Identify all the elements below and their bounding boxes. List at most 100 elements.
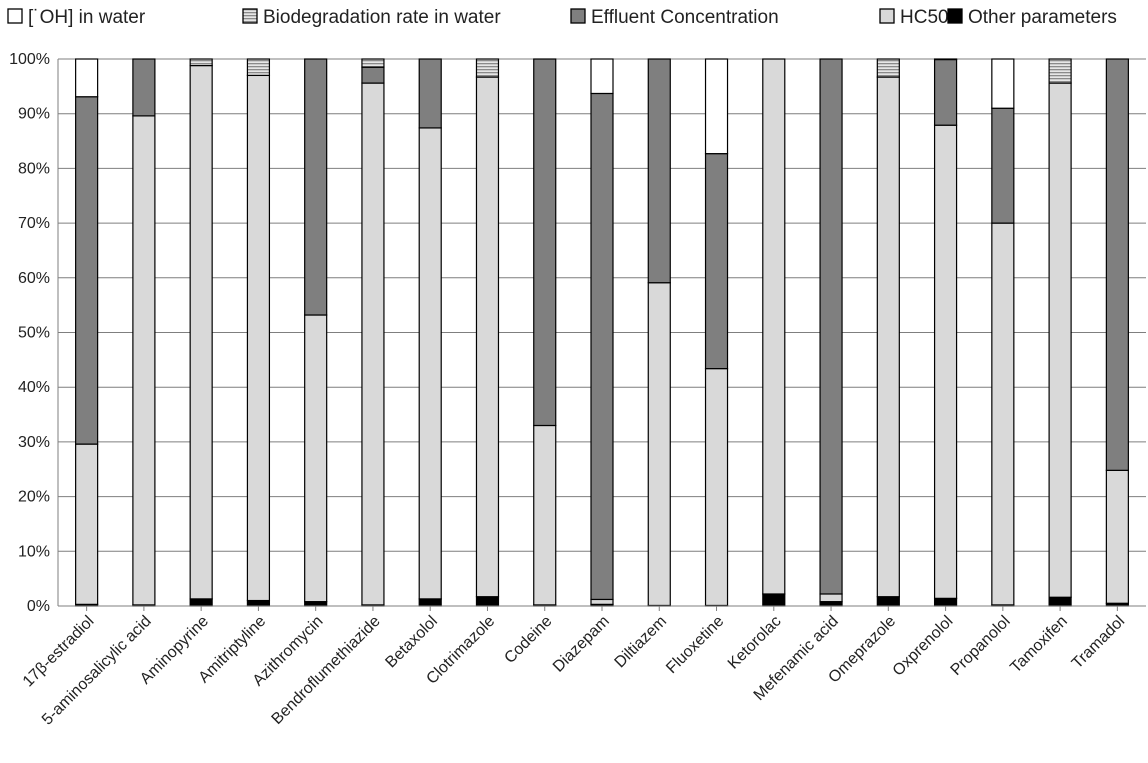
bar-segment-effluent <box>533 58 557 427</box>
legend-label: HC50 <box>900 7 949 28</box>
bar-segment-hc50 <box>704 368 729 607</box>
bar-segment-effluent <box>933 58 958 126</box>
legend-item-effluent: Effluent Concentration <box>570 7 779 28</box>
bar-stack <box>361 58 385 607</box>
x-tick-label: Codeine <box>501 613 555 667</box>
legend-swatch <box>7 8 23 24</box>
bar-segment-effluent <box>418 58 442 129</box>
bar-segment-biodeg <box>475 58 500 78</box>
bar-segment-effluent <box>132 58 156 117</box>
bar-stack <box>75 58 99 607</box>
bar-stack <box>590 58 614 607</box>
bar-segment-hc50 <box>361 82 385 606</box>
bar-segment-other <box>246 599 271 607</box>
bar-stack <box>762 58 786 607</box>
bar-segment-effluent <box>647 58 671 284</box>
x-tick-label: Diltiazem <box>612 613 671 672</box>
bar-stack <box>475 58 500 607</box>
bar-segment-oh <box>590 58 614 95</box>
bar-segment-other <box>876 596 900 607</box>
bar-stack <box>418 58 442 607</box>
bar-segment-other <box>475 596 500 607</box>
bar-segment-effluent <box>304 58 328 316</box>
bar-stack <box>132 58 156 607</box>
bar-segment-effluent <box>819 58 843 595</box>
bar-stack <box>819 58 843 607</box>
bar-segment-effluent <box>590 92 614 601</box>
bar-segment-hc50 <box>246 74 271 602</box>
bar-segment-hc50 <box>991 222 1015 606</box>
bars <box>75 58 1129 607</box>
legend-swatch <box>570 8 586 24</box>
bar-segment-biodeg <box>933 58 958 61</box>
x-tick-label: Fluoxetine <box>663 613 727 677</box>
x-tick-label: 5-aminosalicylic acid <box>39 613 155 729</box>
bar-segment-effluent <box>991 107 1015 224</box>
bar-segment-hc50 <box>590 598 614 605</box>
y-tick-label: 20% <box>18 489 50 506</box>
bar-segment-other <box>762 593 786 607</box>
x-tick-label: Bendroflumethiazide <box>269 613 384 728</box>
bar-segment-hc50 <box>75 443 99 605</box>
bar-segment-hc50 <box>304 314 328 603</box>
y-tick-label: 60% <box>18 270 50 287</box>
bar-stack <box>647 58 671 607</box>
bar-segment-hc50 <box>132 115 156 606</box>
bar-segment-oh <box>75 58 99 98</box>
bar-segment-other <box>304 601 328 607</box>
bar-segment-oh <box>704 58 729 155</box>
x-tick-label: Tamoxifen <box>1007 613 1071 677</box>
y-tick-label: 30% <box>18 434 50 451</box>
bar-stack <box>189 58 213 607</box>
bar-segment-hc50 <box>1105 469 1129 604</box>
y-tick-label: 90% <box>18 106 50 123</box>
bar-segment-other <box>1048 596 1072 607</box>
bar-stack <box>991 58 1015 607</box>
bar-segment-hc50 <box>475 76 500 598</box>
legend-label: Other parameters <box>968 7 1117 28</box>
bar-segment-hc50 <box>762 58 786 595</box>
y-tick-label: 40% <box>18 379 50 396</box>
legend-label: Biodegradation rate in water <box>263 7 501 28</box>
bar-segment-other <box>933 597 958 607</box>
bar-segment-biodeg <box>189 58 213 67</box>
bar-segment-effluent <box>361 66 385 84</box>
bar-stack <box>533 58 557 607</box>
bar-segment-hc50 <box>189 64 213 600</box>
legend-item-biodeg: Biodegradation rate in water <box>242 7 501 28</box>
bar-segment-hc50 <box>933 124 958 599</box>
bar-stack <box>876 58 900 607</box>
y-tick-label: 50% <box>18 325 50 342</box>
x-tick-label: Oxprenolol <box>890 613 957 680</box>
y-tick-label: 10% <box>18 543 50 560</box>
bar-segment-other <box>819 601 843 607</box>
legend-swatch <box>242 8 258 24</box>
x-tick-label: Tramadol <box>1069 613 1128 672</box>
bar-segment-effluent <box>75 96 99 445</box>
legend-item-hc50: HC50 <box>879 7 949 28</box>
x-tick-label: Propanolol <box>948 613 1014 679</box>
bar-segment-effluent <box>1105 58 1129 471</box>
bar-stack <box>304 58 328 607</box>
bar-segment-hc50 <box>418 127 442 600</box>
legend-label: Effluent Concentration <box>591 7 779 28</box>
bar-segment-other <box>418 598 442 607</box>
legend-item-oh: [˙OH] in water <box>7 7 146 28</box>
bar-stack <box>1048 58 1072 607</box>
legend-swatch <box>947 8 963 24</box>
legend-label: [˙OH] in water <box>28 7 146 28</box>
y-tick-label: 70% <box>18 215 50 232</box>
bar-segment-effluent <box>704 153 729 370</box>
x-tick-label: Ketorolac <box>725 613 785 673</box>
bar-segment-hc50 <box>876 76 900 598</box>
bar-segment-hc50 <box>1048 82 1072 598</box>
bar-stack <box>704 58 729 607</box>
y-tick-label: 0% <box>27 598 50 615</box>
legend: [˙OH] in water Biodegradation rate in wat… <box>7 7 1117 28</box>
bar-stack <box>246 58 271 607</box>
bar-segment-biodeg <box>1048 58 1072 84</box>
bar-stack <box>1105 58 1129 607</box>
legend-item-other: Other parameters <box>947 7 1117 28</box>
bar-segment-oh <box>991 58 1015 109</box>
